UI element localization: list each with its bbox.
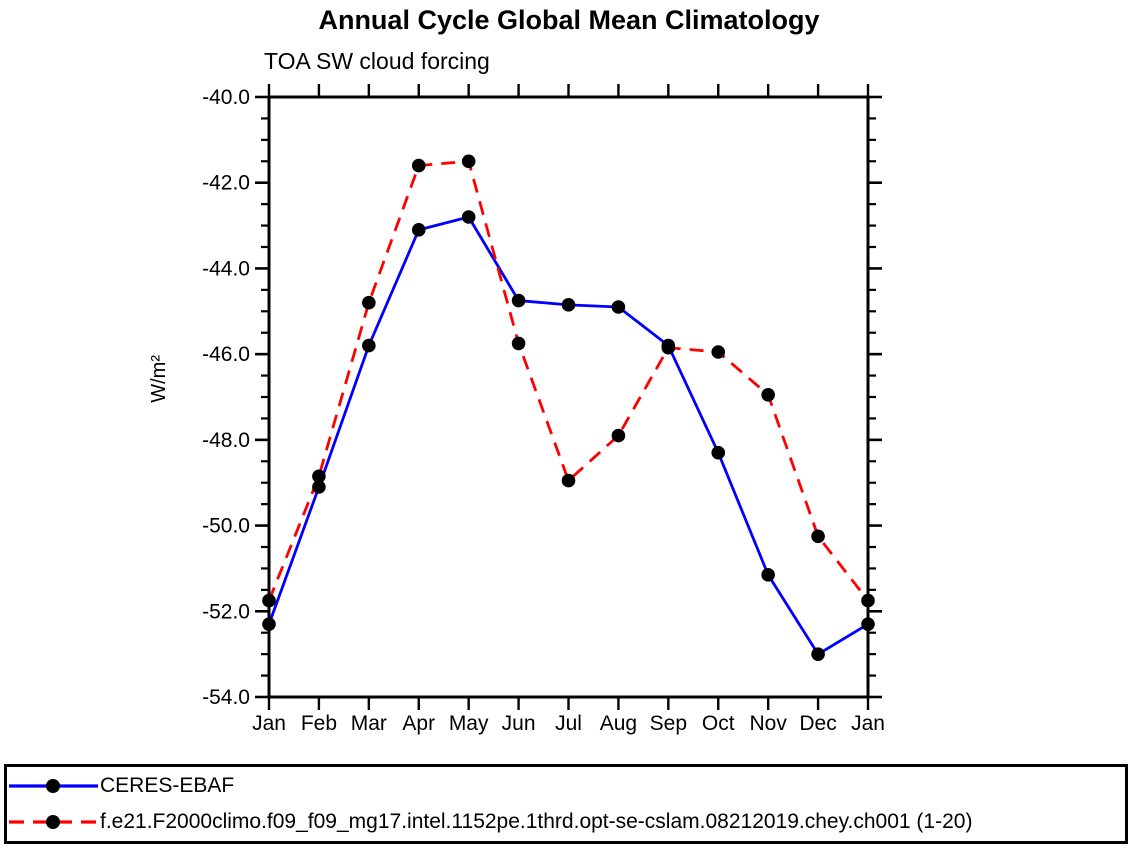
x-tick-label: Dec [799, 712, 836, 735]
legend-label-ceres: CERES-EBAF [100, 773, 235, 797]
legend-label-model: f.e21.F2000climo.f09_f09_mg17.intel.1152… [100, 810, 973, 834]
y-tick-label: -52.0 [202, 600, 250, 623]
data-point-marker-0 [461, 210, 476, 224]
legend-entry-ceres: CERES-EBAF [7, 768, 1125, 804]
data-point-marker-1 [262, 593, 276, 608]
x-tick-label: Apr [402, 712, 435, 735]
data-point-marker-0 [511, 293, 526, 308]
data-point-marker-1 [461, 154, 476, 169]
data-point-marker-1 [811, 529, 825, 544]
y-tick-label: -48.0 [202, 429, 250, 452]
x-tick-label: Jan [252, 712, 286, 735]
data-point-marker-0 [411, 223, 426, 237]
series-line-0 [267, 215, 869, 656]
data-point-marker-0 [811, 647, 825, 661]
data-point-marker-0 [611, 300, 626, 314]
plot-box [267, 95, 870, 699]
data-point-marker-0 [761, 568, 775, 582]
x-tick-label: Jan [851, 712, 885, 735]
data-point-marker-1 [861, 593, 875, 608]
legend-box: CERES-EBAF f.e21.F2000climo.f09_f09_mg17… [4, 764, 1128, 844]
y-tick-label: -50.0 [202, 515, 250, 538]
data-point-marker-1 [761, 388, 775, 402]
data-point-marker-1 [411, 158, 426, 173]
legend-entry-model: f.e21.F2000climo.f09_f09_mg17.intel.1152… [7, 804, 1125, 840]
legend-line-sample-solid [9, 778, 98, 793]
data-point-marker-0 [861, 617, 875, 631]
legend-line-sample-dashed [9, 815, 98, 830]
data-point-marker-0 [262, 617, 276, 631]
data-point-marker-0 [711, 445, 726, 460]
data-point-marker-1 [661, 340, 676, 355]
x-tick-label: Mar [351, 712, 387, 735]
plot-area: -40.0 -42.0 -44.0 -46.0 -48.0 -50.0 -52.0 -54.0… [202, 84, 885, 735]
data-point-marker-0 [362, 338, 376, 353]
x-tick-label: May [449, 712, 489, 735]
data-point-marker-1 [511, 336, 526, 351]
y-tick-label: -42.0 [202, 172, 250, 195]
x-tick-label: Feb [301, 712, 337, 735]
data-point-marker-1 [561, 473, 576, 488]
y-tick-label: -54.0 [202, 686, 250, 709]
y-tick-label: -44.0 [202, 257, 250, 280]
data-point-marker-0 [312, 480, 326, 494]
data-point-marker-1 [711, 345, 726, 359]
y-tick-label: -40.0 [202, 86, 250, 109]
x-tick-label: Nov [749, 712, 787, 735]
x-tick-label: Aug [600, 712, 637, 735]
x-tick-label: Jun [502, 712, 536, 735]
data-point-marker-1 [312, 469, 326, 484]
x-tick-label: Sep [650, 712, 687, 735]
series-line-1 [267, 159, 870, 602]
chart-subtitle: TOA SW cloud forcing [264, 48, 490, 74]
chart-title: Annual Cycle Global Mean Climatology [318, 5, 820, 35]
data-point-marker-1 [362, 295, 376, 310]
data-point-marker-0 [561, 298, 576, 312]
y-tick-label: -46.0 [202, 343, 250, 366]
x-tick-label: Jul [555, 712, 582, 735]
x-tick-label: Oct [702, 712, 735, 735]
data-point-marker-1 [611, 428, 626, 443]
